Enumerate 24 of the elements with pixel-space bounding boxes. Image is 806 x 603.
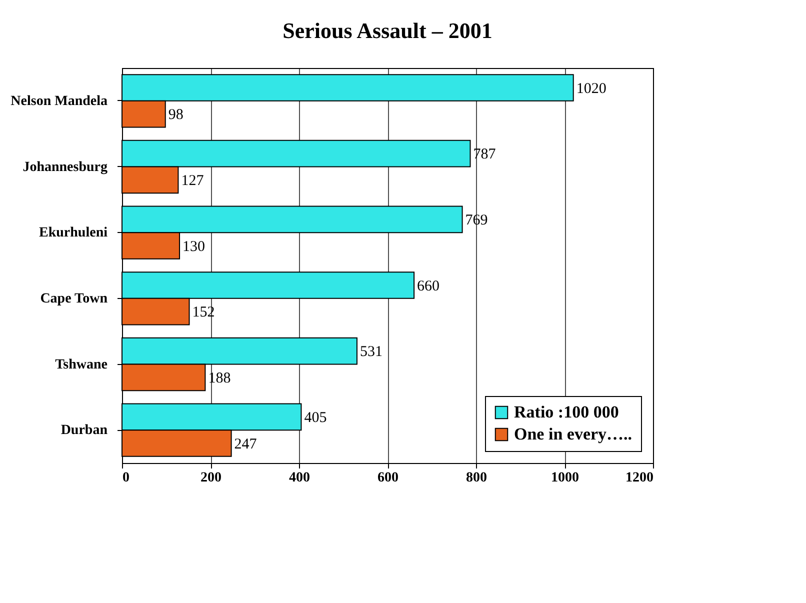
y-tick-label: Cape Town [40,291,108,306]
x-tick-label: 1000 [551,470,579,486]
legend-label: Ratio :100 000 [514,402,619,422]
data-label: 405 [304,410,327,426]
y-tick-label: Johannesburg [22,160,108,175]
x-tick-label: 400 [289,470,310,486]
y-tick-label: Ekurhuleni [39,226,108,241]
y-tick-label: Durban [60,423,108,438]
data-label: 660 [417,278,440,294]
data-label: 531 [360,344,382,360]
data-label: 130 [182,238,206,255]
x-tick-label: 800 [466,470,487,486]
x-tick-label: 0 [122,470,130,486]
data-label: 1020 [576,80,606,97]
data-label: 98 [168,107,184,124]
y-tick-label: Tshwane [55,357,108,372]
legend-label: One in every….. [514,424,632,444]
data-label: 247 [234,436,258,452]
y-tick-label: Nelson Mandela [10,94,108,109]
data-label: 127 [181,172,204,189]
x-tick-label: 200 [200,470,222,486]
chart-title: Serious Assault – 2001 [282,18,492,43]
x-tick-label: 600 [378,470,398,486]
x-tick-label: 1200 [626,470,654,486]
